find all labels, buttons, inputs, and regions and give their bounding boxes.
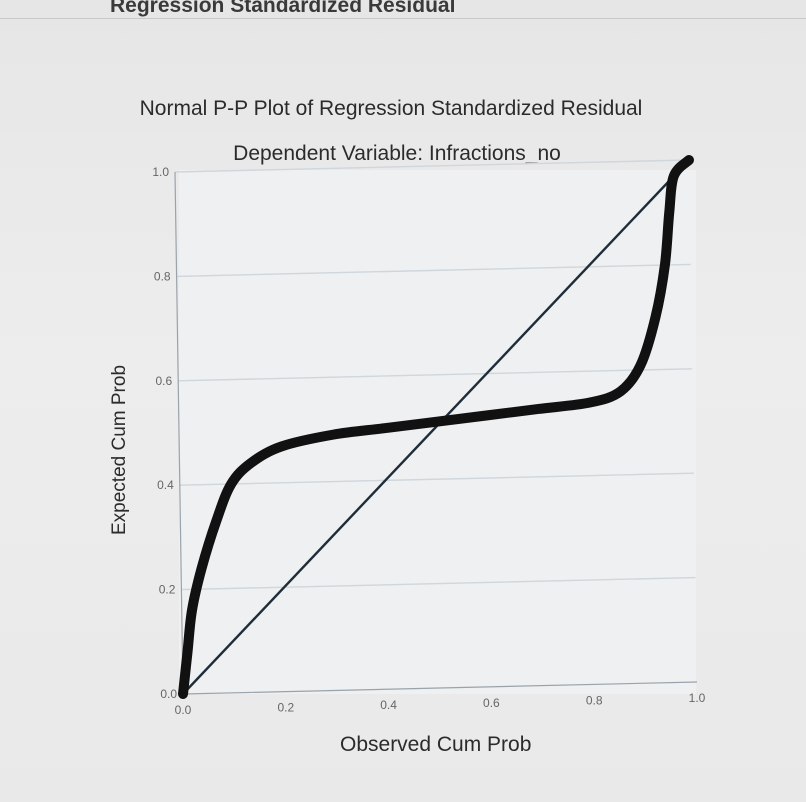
y-tick-label: 0.4 — [157, 478, 174, 492]
y-tick-label: 0.6 — [156, 374, 173, 388]
plot-axes — [174, 171, 698, 695]
x-tick-label: 0.6 — [483, 696, 500, 710]
series-layer — [178, 155, 694, 699]
x-tick-label: 0.2 — [277, 701, 294, 715]
x-tick-label: 1.0 — [689, 691, 706, 705]
chart-title: Normal P-P Plot of Regression Standardiz… — [0, 97, 806, 121]
x-axis-line — [182, 681, 698, 695]
x-axis-title: Observed Cum Prob — [340, 733, 532, 756]
chart-subtitle-text: Dependent Variable: Infractions_no — [233, 142, 561, 165]
y-tick-label: 0.2 — [159, 583, 176, 597]
y-tick-label: 1.0 — [152, 165, 169, 179]
grid-lines — [174, 159, 696, 591]
tick-labels: 0.0 0.2 0.4 0.6 0.8 1.0 0.0 0.2 0.4 0.6 0.8 1.0 — [152, 165, 705, 717]
x-tick-label: 0.4 — [380, 698, 397, 712]
gridline-y-0.2 — [181, 576, 696, 591]
x-tick-label: 0.0 — [175, 703, 192, 717]
y-tick-label: 0.8 — [154, 269, 171, 283]
window-caption: Regression Standardized Residual — [110, 0, 456, 17]
x-tick-label: 0.8 — [586, 693, 603, 707]
y-axis-title: Expected Cum Prob — [109, 364, 130, 536]
y-axis-line — [174, 171, 184, 695]
y-tick-label: 0.0 — [160, 687, 177, 701]
gridline-y-0.6 — [178, 368, 693, 382]
gridline-y-1.0 — [174, 159, 690, 173]
gridline-y-0.8 — [176, 263, 691, 278]
gridline-y-0.4 — [179, 472, 694, 486]
caption-divider — [0, 18, 806, 19]
chart-title-text: Normal P-P Plot of Regression Standardiz… — [139, 97, 643, 120]
observed-cum-prob-curve — [178, 155, 694, 699]
chart-subtitle: Dependent Variable: Infractions_no — [0, 142, 806, 166]
reference-line — [182, 159, 690, 695]
